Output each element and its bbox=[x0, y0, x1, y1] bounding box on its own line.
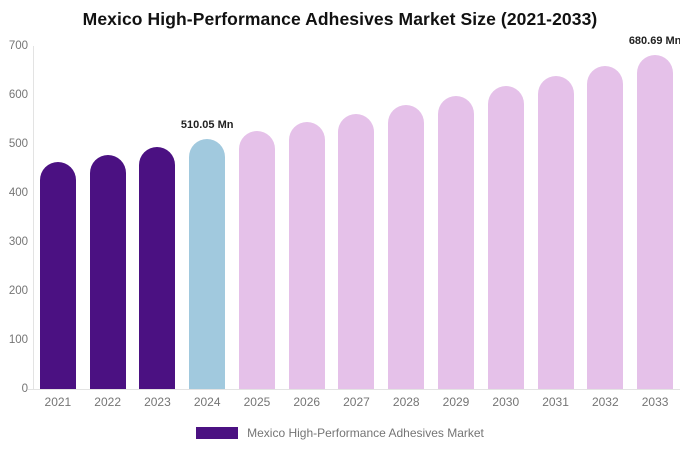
bar-slot bbox=[33, 46, 83, 389]
bar-2029 bbox=[438, 95, 474, 389]
x-tick-label: 2028 bbox=[392, 395, 420, 409]
bar-slot bbox=[580, 46, 630, 389]
bar-slot bbox=[630, 46, 680, 389]
bar-2031 bbox=[537, 76, 574, 389]
y-tick-label: 400 bbox=[8, 187, 28, 199]
bar-slot bbox=[182, 46, 232, 389]
y-tick-label: 0 bbox=[21, 383, 28, 395]
legend-swatch bbox=[196, 427, 239, 439]
x-tick-label: 2030 bbox=[492, 395, 520, 409]
x-tick-label: 2031 bbox=[542, 395, 569, 409]
y-tick-label: 500 bbox=[8, 138, 28, 150]
bar-slot bbox=[133, 46, 183, 389]
x-tick-label: 2027 bbox=[343, 395, 370, 409]
bar-slot bbox=[232, 46, 282, 389]
x-tick-label: 2032 bbox=[591, 395, 619, 409]
x-tick-label: 2024 bbox=[193, 395, 221, 409]
y-tick-label: 700 bbox=[8, 40, 28, 52]
legend: Mexico High-Performance Adhesives Market bbox=[0, 426, 680, 440]
y-axis-line bbox=[33, 46, 34, 389]
bar-slot bbox=[481, 46, 531, 389]
chart-title: Mexico High-Performance Adhesives Market… bbox=[82, 9, 598, 29]
y-tick-label: 100 bbox=[8, 334, 28, 346]
bar-2032 bbox=[587, 66, 624, 389]
y-tick-label: 300 bbox=[8, 236, 28, 248]
bar-2023 bbox=[139, 146, 176, 389]
value-label-2024: 510.05 Mn bbox=[180, 119, 234, 132]
bar-slot bbox=[282, 46, 332, 389]
bar-slot bbox=[531, 46, 581, 389]
legend-label: Mexico High-Performance Adhesives Market bbox=[247, 426, 484, 440]
bar-slot bbox=[83, 46, 133, 389]
x-axis: 2021 2022 2023 2024 2025 2026 2027 2028 2029 2030… bbox=[33, 395, 680, 409]
value-label-2033: 680.69 Mn bbox=[628, 35, 680, 48]
bar-slot bbox=[332, 46, 382, 389]
x-tick-label: 2026 bbox=[293, 395, 321, 409]
bar-2026 bbox=[288, 122, 325, 389]
y-axis: 0 100 200 300 400 500 600 700 bbox=[0, 0, 28, 450]
bar-2033 bbox=[637, 55, 674, 389]
bar-slot bbox=[381, 46, 431, 389]
y-tick-label: 200 bbox=[8, 285, 28, 297]
x-axis-line bbox=[28, 389, 680, 390]
bar-2025 bbox=[238, 130, 275, 389]
bar-slot bbox=[431, 46, 481, 389]
x-tick-label: 2025 bbox=[243, 395, 271, 409]
bar-2027 bbox=[338, 113, 375, 389]
plot-area bbox=[33, 46, 680, 389]
bar-2024 bbox=[189, 139, 226, 389]
x-tick-label: 2021 bbox=[44, 395, 72, 409]
bar-2030 bbox=[487, 86, 524, 389]
x-tick-label: 2023 bbox=[144, 395, 171, 409]
bar-2028 bbox=[388, 104, 425, 389]
x-tick-label: 2022 bbox=[94, 395, 121, 409]
x-tick-label: 2033 bbox=[641, 395, 669, 409]
bar-2022 bbox=[89, 154, 126, 389]
bar-2021 bbox=[39, 162, 76, 389]
x-tick-label: 2029 bbox=[442, 395, 470, 409]
y-tick-label: 600 bbox=[8, 89, 28, 101]
